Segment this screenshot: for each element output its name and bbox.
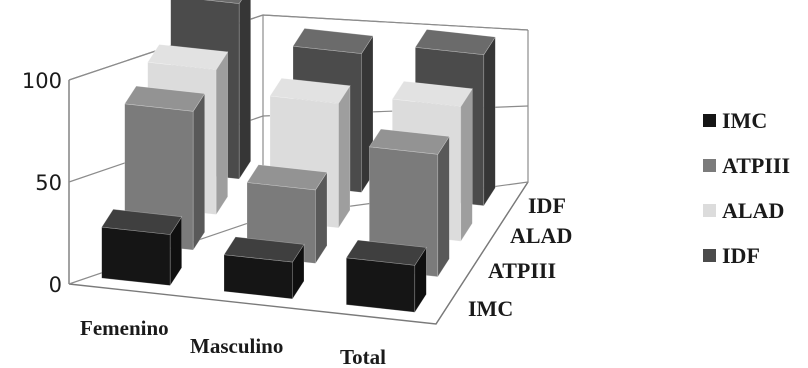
legend-label-idf: IDF	[722, 243, 760, 268]
bar-imc-total	[345, 239, 427, 314]
legend: IMC ATPIII ALAD IDF	[703, 108, 790, 268]
bar-front-imc-total	[345, 257, 416, 313]
bar-side-alad-total	[460, 87, 473, 243]
depth-label-atpiii: ATPIII	[488, 258, 556, 283]
bar-side-alad-masculino	[338, 84, 351, 229]
bar-top-imc-masculino	[223, 236, 305, 263]
bars	[101, 0, 496, 314]
legend-label-atpiii: ATPIII	[722, 153, 790, 178]
depth-axis-labels: IMC ATPIII ALAD IDF	[468, 193, 572, 321]
bar-top-atpiii-total	[368, 128, 450, 155]
bar-top-imc-total	[345, 239, 427, 266]
depth-label-alad: ALAD	[510, 223, 572, 248]
category-labels: Femenino Masculino Total	[80, 316, 386, 368]
bar-top-atpiii-masculino	[246, 164, 328, 191]
category-label-femenino: Femenino	[80, 316, 169, 340]
bar-top-atpiii-femenino	[124, 85, 206, 112]
bar-side-idf-femenino	[238, 0, 251, 181]
depth-label-imc: IMC	[468, 296, 513, 321]
bar-side-atpiii-total	[437, 135, 450, 278]
bar-side-idf-total	[483, 35, 496, 207]
bar-top-idf-total	[414, 29, 496, 56]
bar-top-idf-masculino	[292, 28, 374, 54]
legend-swatch-idf	[703, 249, 716, 262]
gridline-100	[68, 14, 529, 81]
bar-imc-masculino	[223, 236, 305, 300]
legend-label-imc: IMC	[722, 108, 767, 133]
y-tick-label-50: 50	[35, 171, 62, 195]
depth-label-idf: IDF	[528, 193, 566, 218]
category-label-masculino: Masculino	[190, 334, 283, 358]
category-label-total: Total	[340, 345, 386, 368]
bar-front-imc-femenino	[101, 226, 171, 286]
bar-top-alad-femenino	[147, 44, 229, 71]
y-tick-label-100: 100	[22, 69, 62, 93]
y-tick-label-0: 0	[49, 273, 62, 297]
bar-top-imc-femenino	[101, 208, 183, 235]
legend-swatch-imc	[703, 114, 716, 127]
legend-swatch-atpiii	[703, 159, 716, 172]
bar-top-alad-total	[391, 80, 473, 107]
bar-top-idf-femenino	[203, 0, 242, 4]
bar-side-alad-femenino	[215, 50, 228, 216]
bar-front-imc-masculino	[223, 254, 293, 300]
legend-label-alad: ALAD	[722, 198, 784, 223]
legend-swatch-alad	[703, 204, 716, 217]
floor-front-edge	[68, 181, 529, 325]
bar-side-atpiii-femenino	[192, 92, 205, 252]
bar-imc-femenino	[101, 208, 183, 287]
y-tick-labels: 0 50 100	[22, 69, 62, 297]
bar-top-alad-masculino	[269, 77, 351, 104]
